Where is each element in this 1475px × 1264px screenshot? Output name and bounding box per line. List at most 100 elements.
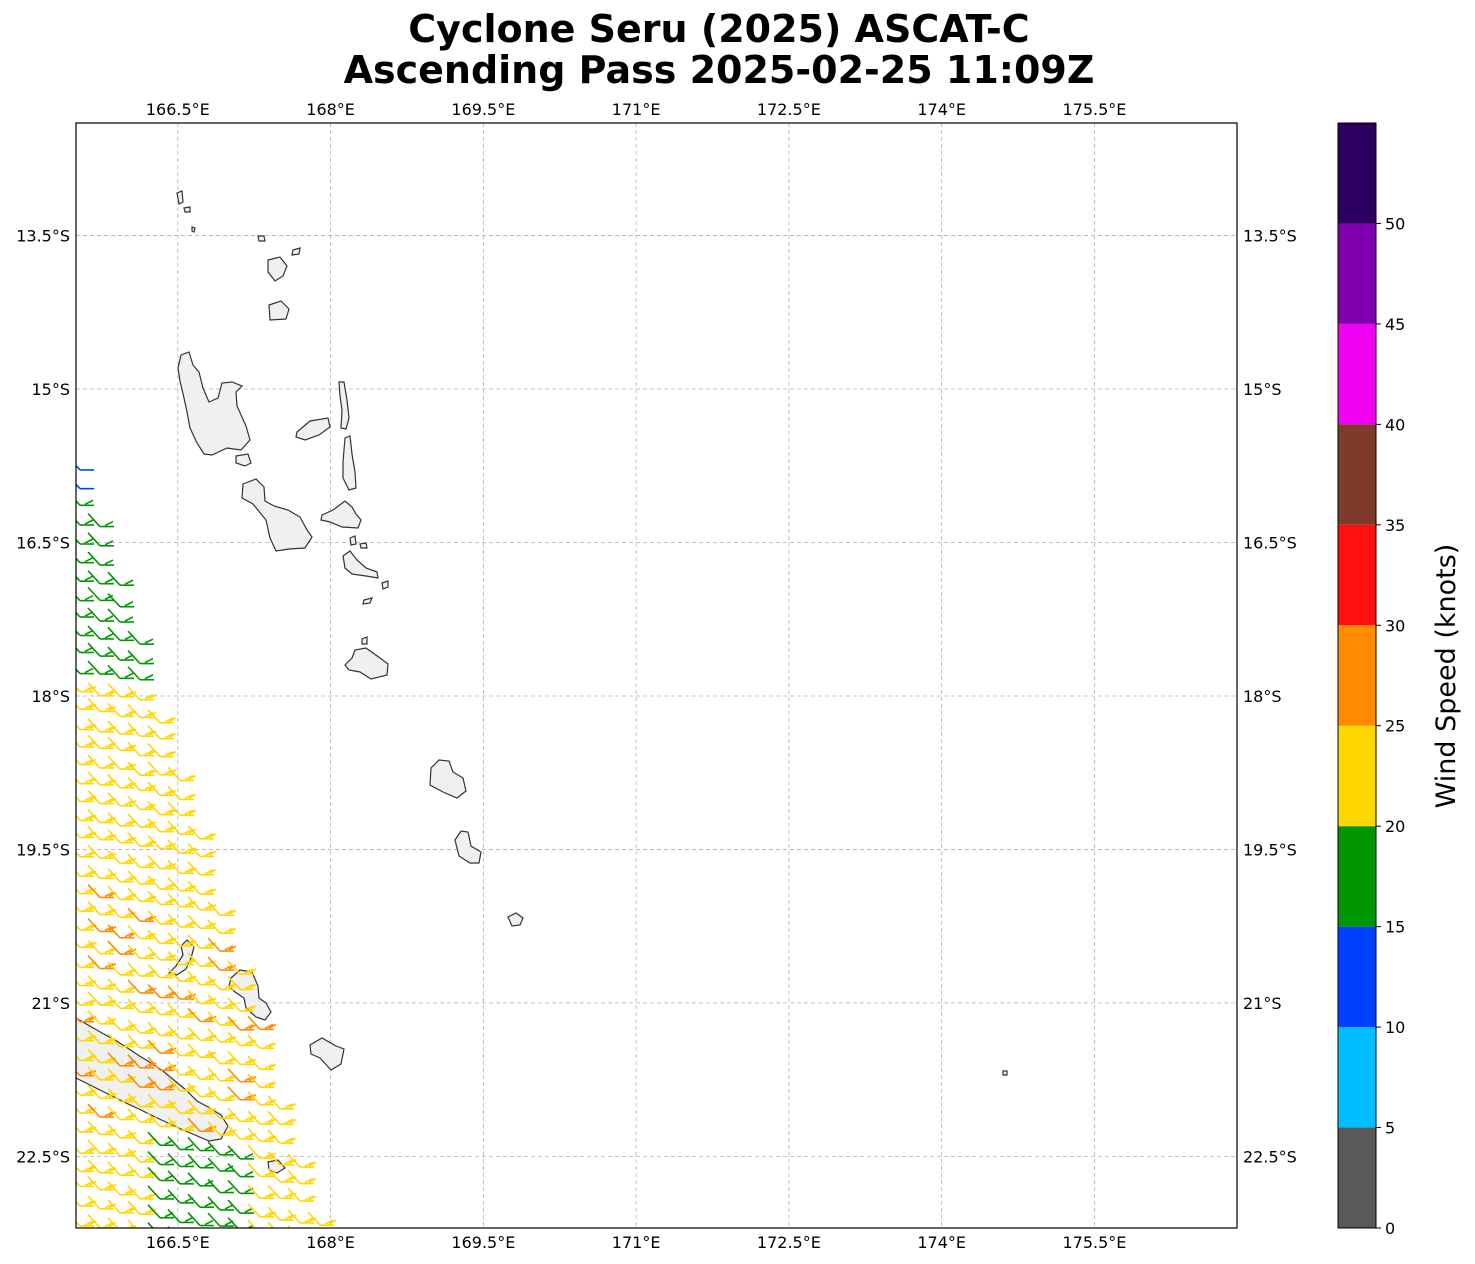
wind-barb [207,919,237,934]
lat-tick-label-left: 22.5°S [16,1147,70,1166]
wind-barb [147,1039,177,1054]
colorbar-tick-label: 5 [1385,1119,1395,1138]
wind-barb [207,901,237,916]
wind-barb [207,1196,234,1211]
wind-barb [167,1170,194,1185]
wind-barb [127,1185,157,1200]
wind-barb [267,1129,297,1144]
lat-tick-label-right: 22.5°S [1243,1147,1297,1166]
colorbar-tick-label: 20 [1385,817,1405,836]
wind-barb [167,1042,197,1057]
island-islet-a [183,206,191,213]
wind-barb [247,1184,277,1200]
wind-barb [87,513,114,528]
wind-barb [267,1206,297,1221]
wind-barb [147,1222,154,1228]
wind-barb [167,801,197,816]
wind-barb [76,556,94,564]
lon-tick-label-top: 168°E [306,100,355,119]
wind-barb [127,832,157,847]
island-torres [176,190,184,205]
wind-barb [127,686,157,701]
wind-barb [207,1086,237,1102]
wind-barb [227,960,257,975]
wind-barb [227,1145,254,1160]
lat-tick-label-right: 13.5°S [1243,227,1297,246]
colorbar-bin [1338,424,1376,525]
wind-barb [208,1235,234,1248]
wind-barb [167,877,197,892]
colorbar-frame [1337,122,1377,1229]
lon-tick-label-top: 171°E [612,100,661,119]
wind-barb [107,849,137,865]
wind-barb [87,1049,117,1064]
wind-barb [127,907,157,923]
lat-tick-label-left: 18°S [31,687,70,706]
wind-barb [76,979,97,987]
wind-barb [76,499,94,507]
lat-tick-label-left: 15°S [31,380,70,399]
wind-barb [227,1107,257,1123]
wind-barb [167,967,197,982]
colorbar-bin [1338,926,1376,1028]
wind-barb [127,813,157,828]
colorbar-bin [1338,1027,1376,1128]
wind-barb [76,1089,97,1096]
wind-barb [167,951,197,966]
wind-barb [147,709,177,724]
lat-tick-label-left: 21°S [31,994,70,1013]
coastlines [76,190,1008,1174]
wind-barb [227,997,257,1012]
island-mota [291,247,301,256]
colorbar-tick-label: 45 [1385,315,1405,334]
colorbar-bin [1338,1127,1376,1228]
wind-barb [87,1029,117,1045]
wind-barb [76,575,94,582]
colorbar-tick-label: 0 [1385,1219,1395,1238]
figure-title-line-1: Cyclone Seru (2025) ASCAT-C [408,7,1029,51]
island-ambae [295,417,331,441]
wind-barb [167,766,197,782]
wind-barb [76,1180,97,1188]
wind-barb [167,785,197,801]
wind-barb [227,1031,257,1047]
lon-tick-label-top: 174°E [917,100,966,119]
lon-tick-label-bottom: 171°E [612,1233,661,1252]
wind-barb [127,887,157,902]
wind-barb [87,1103,117,1118]
wind-barb [267,1184,297,1200]
wind-barb [167,1136,194,1151]
wind-barb [147,1076,177,1091]
wind-barb [187,880,217,895]
lat-tick-label-left: 19.5°S [16,840,70,859]
wind-barb [247,1055,277,1071]
island-tongoa [381,580,389,590]
wind-barb [247,1073,277,1089]
wind-barb [87,682,117,697]
wind-barb [76,594,94,602]
wind-barb [187,1172,214,1187]
wind-barb [267,1221,275,1228]
wind-barb [87,1084,117,1100]
wind-barb [76,741,97,748]
wind-barb [76,464,94,471]
wind-barb [127,853,157,869]
wind-barb [87,864,117,880]
wind-barb [127,650,154,665]
wind-barb [76,629,94,637]
wind-barb [76,795,97,803]
lon-tick-label-bottom: 169.5°E [451,1233,515,1252]
map-panel[interactable]: 166.5°E 166.5°E 168°E 168°E 169.5°E 169.5°E 17… [16,100,1297,1260]
wind-barb [127,1163,157,1179]
gridlines [76,123,1237,1228]
figure-title-line-2: Ascending Pass 2025-02-25 11:09Z [344,48,1095,92]
wind-barb [107,608,134,623]
wind-barb [127,1129,157,1145]
wind-barb [267,1110,297,1126]
colorbar-tick-label: 40 [1385,415,1405,434]
wind-barb [87,570,114,585]
wind-barb [147,910,177,925]
wind-barb [187,1043,217,1058]
wind-barb [187,1211,214,1227]
wind-barb [247,1219,276,1228]
